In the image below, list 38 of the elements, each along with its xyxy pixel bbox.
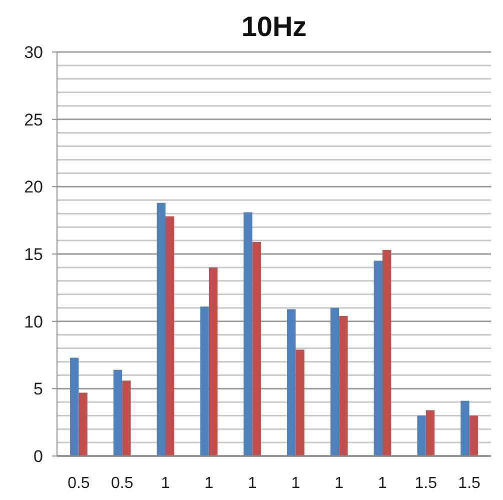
bar xyxy=(374,260,382,456)
x-tick-label: 1 xyxy=(248,475,257,492)
x-tick-label: 1.5 xyxy=(458,475,481,492)
bar xyxy=(287,309,296,456)
x-tick-label: 1 xyxy=(291,475,300,492)
bar xyxy=(460,400,470,456)
y-tick-label: 25 xyxy=(24,110,43,130)
bar xyxy=(78,392,88,456)
bar xyxy=(426,410,435,456)
y-tick-label: 30 xyxy=(24,42,43,62)
x-tick-label: 1 xyxy=(378,475,388,492)
bar xyxy=(252,242,261,456)
bar xyxy=(166,216,174,456)
x-tick-label: 1 xyxy=(204,475,214,492)
y-tick-label: 0 xyxy=(34,446,43,466)
bar xyxy=(244,212,252,456)
y-tick-label: 10 xyxy=(24,312,43,332)
bar xyxy=(113,370,122,456)
bar xyxy=(417,416,426,456)
x-tick-label: 1 xyxy=(334,475,344,492)
x-tick-label: 1 xyxy=(161,475,170,492)
bar xyxy=(382,250,392,456)
y-tick-label: 5 xyxy=(34,380,43,399)
bar xyxy=(70,358,79,456)
x-tick-label: 1.5 xyxy=(414,475,438,492)
chart-title: 10Hz xyxy=(241,11,307,42)
bar xyxy=(200,306,209,456)
y-tick-label: 20 xyxy=(24,178,43,197)
bar xyxy=(122,380,131,456)
x-tick-label: 0.5 xyxy=(68,475,90,492)
bar xyxy=(156,202,166,456)
bar xyxy=(296,350,304,456)
bar xyxy=(339,316,348,456)
y-tick-label: 15 xyxy=(24,244,43,264)
x-tick-label: 0.5 xyxy=(110,475,134,492)
bar xyxy=(208,267,218,456)
bar xyxy=(469,416,478,456)
bar xyxy=(330,308,340,456)
